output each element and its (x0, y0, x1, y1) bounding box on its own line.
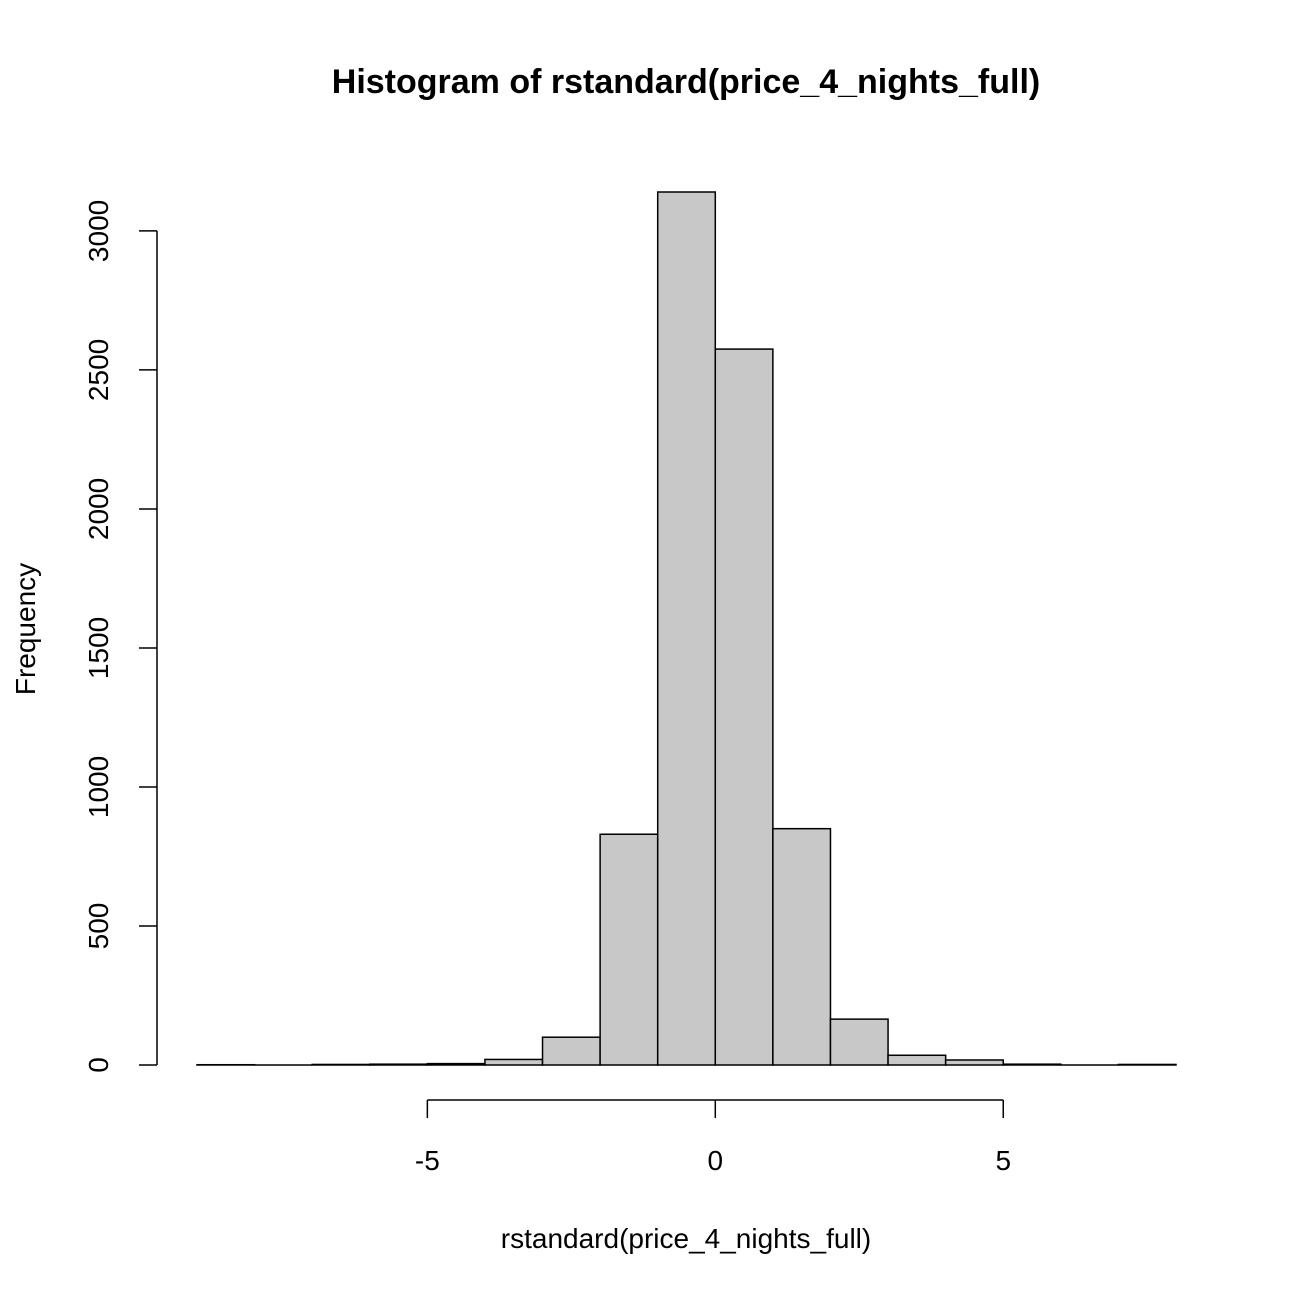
histogram-bar (541, 1036, 601, 1066)
histogram-bar (426, 1062, 486, 1066)
y-axis-label: Frequency (10, 563, 41, 695)
histogram-bar (656, 191, 717, 1066)
histogram-bar (829, 1018, 889, 1066)
bars-group (196, 191, 1177, 1066)
x-tick-label: 0 (708, 1145, 724, 1176)
x-tick-label: 5 (995, 1145, 1011, 1176)
histogram-bar (1002, 1063, 1062, 1066)
histogram-bar (599, 833, 659, 1066)
histogram-bar (772, 827, 832, 1066)
y-tick-label: 2500 (83, 339, 114, 401)
histogram-bar (484, 1058, 544, 1066)
y-tick-label: 1500 (83, 617, 114, 679)
y-tick-label: 500 (83, 903, 114, 950)
y-tick-label: 1000 (83, 756, 114, 818)
chart-title: Histogram of rstandard(price_4_nights_fu… (332, 63, 1040, 101)
histogram-bar (369, 1063, 429, 1066)
y-tick-label: 3000 (83, 200, 114, 262)
x-tick-label: -5 (415, 1145, 440, 1176)
histogram-bar (887, 1054, 947, 1066)
histogram-bar (1117, 1063, 1177, 1066)
histogram-bar (714, 348, 774, 1066)
x-axis-label: rstandard(price_4_nights_full) (501, 1223, 871, 1254)
y-axis: 0 500 1000 1500 2000 2500 3000 (83, 200, 158, 1073)
y-tick-label: 0 (83, 1057, 114, 1073)
histogram-bar (944, 1059, 1004, 1066)
x-axis: -5 0 5 (415, 1099, 1011, 1176)
histogram-bar (311, 1063, 371, 1066)
y-tick-label: 2000 (83, 478, 114, 540)
